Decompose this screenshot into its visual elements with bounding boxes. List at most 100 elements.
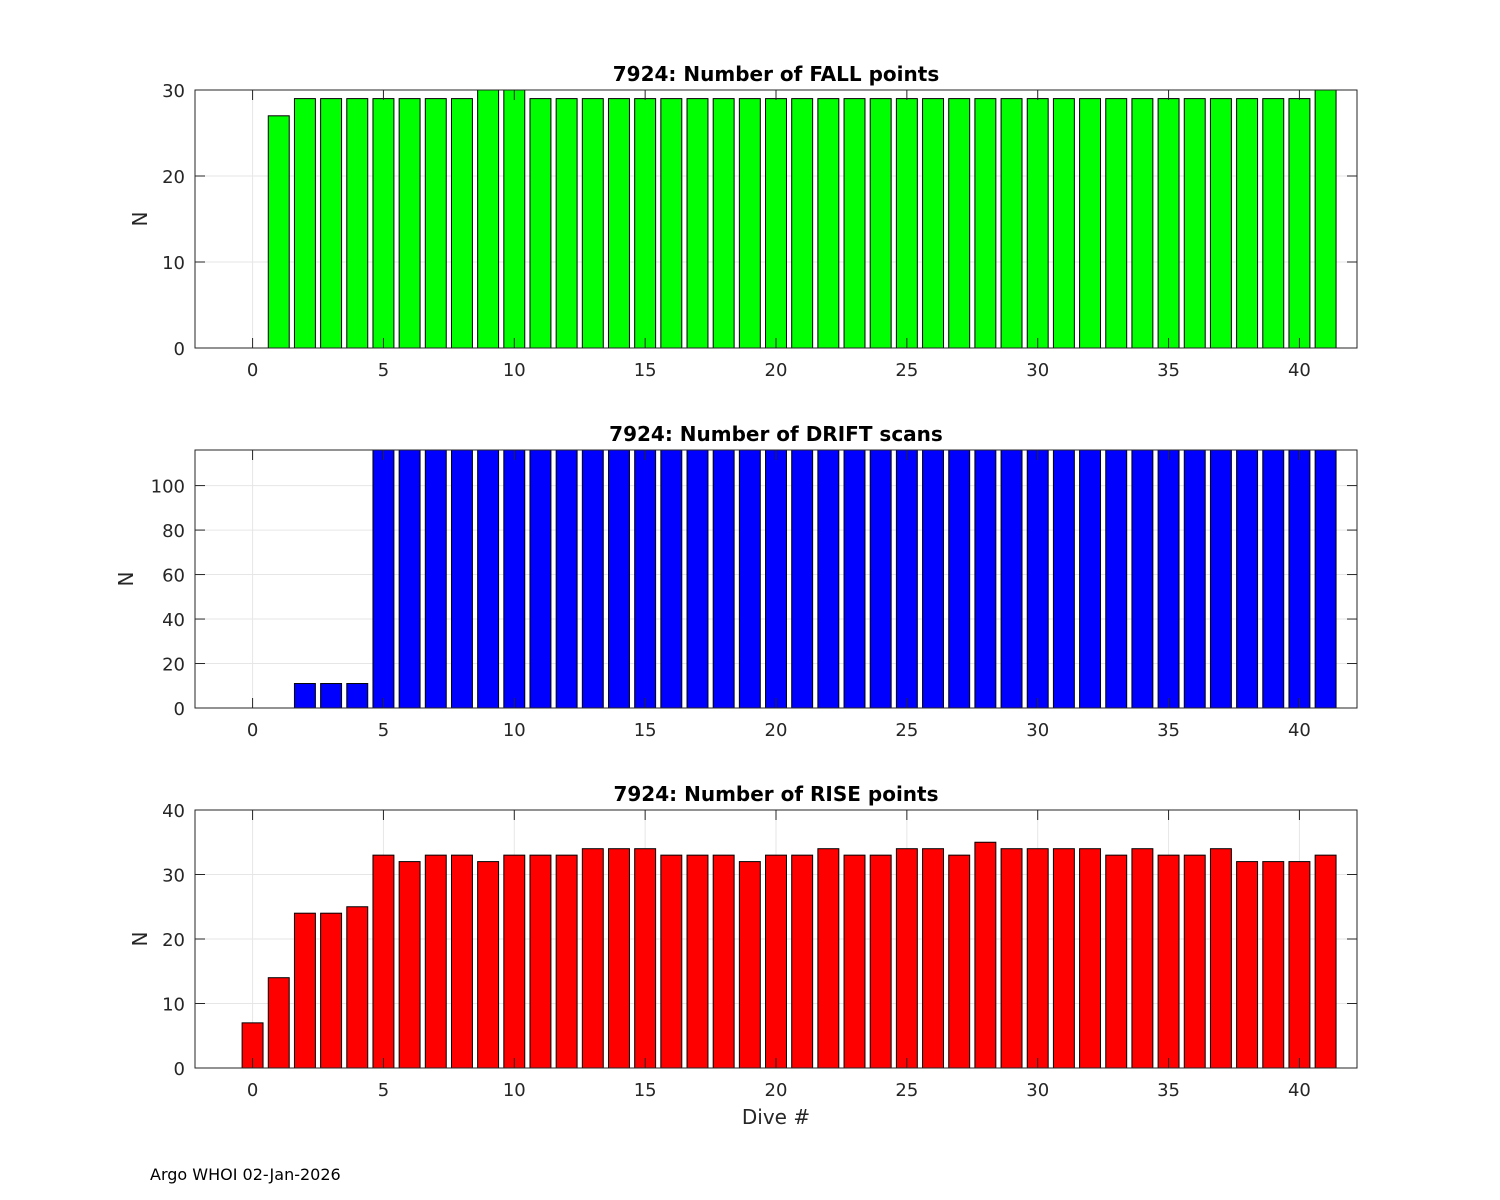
y-tick-label: 40 — [162, 610, 185, 631]
bar-dive-10 — [503, 854, 526, 1069]
bar-dive-31 — [1052, 848, 1075, 1069]
bar-dive-32 — [1079, 98, 1102, 349]
bar-dive-30 — [1026, 848, 1049, 1069]
bar-dive-28 — [974, 449, 997, 709]
y-tick-label: 20 — [162, 167, 185, 188]
y-tick-label: 30 — [162, 866, 185, 887]
x-tick-label: 25 — [895, 360, 918, 381]
bar-dive-33 — [1105, 854, 1128, 1069]
bar-dive-11 — [529, 854, 552, 1069]
bar-dive-23 — [843, 449, 866, 709]
bar-dive-6 — [398, 449, 421, 709]
bar-dive-37 — [1209, 98, 1232, 349]
bar-dive-35 — [1157, 854, 1180, 1069]
bar-dive-13 — [581, 449, 604, 709]
x-tick-label: 15 — [634, 360, 657, 381]
bar-dive-3 — [320, 912, 343, 1069]
x-tick-label: 25 — [895, 1080, 918, 1101]
bar-dive-18 — [712, 449, 735, 709]
bar-dive-6 — [398, 98, 421, 349]
bar-dive-19 — [738, 861, 761, 1069]
bar-dive-3 — [320, 683, 343, 709]
y-tick-label: 100 — [151, 477, 185, 498]
y-tick-label: 60 — [162, 566, 185, 587]
bar-dive-41 — [1314, 89, 1337, 349]
bar-dive-4 — [346, 906, 369, 1069]
bar-dive-35 — [1157, 449, 1180, 709]
bar-dive-23 — [843, 854, 866, 1069]
y-tick-label: 10 — [162, 253, 185, 274]
bar-dive-34 — [1131, 848, 1154, 1069]
bar-dive-22 — [817, 98, 840, 349]
x-tick-label: 0 — [247, 360, 258, 381]
x-tick-label: 0 — [247, 1080, 258, 1101]
y-tick-label: 40 — [162, 801, 185, 822]
bar-dive-31 — [1052, 449, 1075, 709]
bar-dive-24 — [869, 449, 892, 709]
bar-dive-5 — [372, 449, 395, 709]
bar-dive-12 — [555, 98, 578, 349]
bar-dive-16 — [660, 854, 683, 1069]
bar-dive-19 — [738, 449, 761, 709]
bar-dive-27 — [948, 854, 971, 1069]
bar-dive-8 — [450, 98, 473, 349]
y-tick-label: 80 — [162, 521, 185, 542]
bar-dive-39 — [1262, 861, 1285, 1069]
bar-dive-37 — [1209, 848, 1232, 1069]
bar-dive-9 — [477, 89, 500, 349]
bar-dive-29 — [1000, 848, 1023, 1069]
bar-dive-4 — [346, 98, 369, 349]
bar-dive-29 — [1000, 98, 1023, 349]
bar-dive-15 — [634, 848, 657, 1069]
bar-dive-11 — [529, 449, 552, 709]
x-tick-label: 20 — [765, 720, 788, 741]
bar-dive-40 — [1288, 861, 1311, 1069]
bar-dive-28 — [974, 98, 997, 349]
bar-dive-14 — [608, 848, 630, 1069]
bar-dive-17 — [686, 449, 709, 709]
y-axis-label: N — [114, 572, 138, 587]
bar-dive-22 — [817, 449, 840, 709]
bar-dive-5 — [372, 98, 395, 349]
bar-dive-7 — [424, 449, 447, 709]
bar-dive-21 — [791, 98, 814, 349]
bar-dive-39 — [1262, 98, 1285, 349]
bar-dive-35 — [1157, 98, 1180, 349]
y-tick-label: 0 — [174, 699, 185, 720]
y-axis-label: N — [128, 932, 152, 947]
x-tick-label: 10 — [503, 1080, 526, 1101]
bar-dive-32 — [1079, 848, 1102, 1069]
chart-title: 7924: Number of RISE points — [613, 782, 938, 806]
bar-dive-41 — [1314, 854, 1337, 1069]
bar-dive-38 — [1236, 449, 1259, 709]
bar-dive-12 — [555, 449, 578, 709]
bar-dive-5 — [372, 854, 395, 1069]
bar-dive-40 — [1288, 98, 1311, 349]
bar-dive-1 — [267, 115, 290, 349]
y-tick-label: 0 — [174, 1059, 185, 1080]
bar-dive-33 — [1105, 449, 1128, 709]
bar-dive-27 — [948, 449, 971, 709]
x-tick-label: 0 — [247, 720, 258, 741]
bar-dive-29 — [1000, 449, 1023, 709]
x-tick-label: 20 — [765, 360, 788, 381]
bar-dive-19 — [738, 98, 761, 349]
x-tick-label: 40 — [1288, 720, 1311, 741]
bar-dive-21 — [791, 854, 814, 1069]
x-tick-label: 25 — [895, 720, 918, 741]
x-tick-label: 35 — [1157, 1080, 1180, 1101]
x-axis-label: Dive # — [742, 1105, 810, 1129]
x-tick-label: 30 — [1026, 720, 1049, 741]
y-tick-label: 20 — [162, 655, 185, 676]
bar-dive-6 — [398, 861, 421, 1069]
bar-dive-24 — [869, 98, 892, 349]
bar-dive-27 — [948, 98, 971, 349]
x-tick-label: 35 — [1157, 360, 1180, 381]
bar-dive-8 — [450, 449, 473, 709]
x-tick-label: 10 — [503, 720, 526, 741]
bar-dive-7 — [424, 98, 447, 349]
chart-panel-3: 0 5 10 15 20 25 30 35 40 0 10 20 30 40 7924: Number of… — [128, 782, 1358, 1129]
bar-dive-41 — [1314, 449, 1337, 709]
bar-dive-22 — [817, 848, 840, 1069]
bar-dive-10 — [503, 449, 526, 709]
